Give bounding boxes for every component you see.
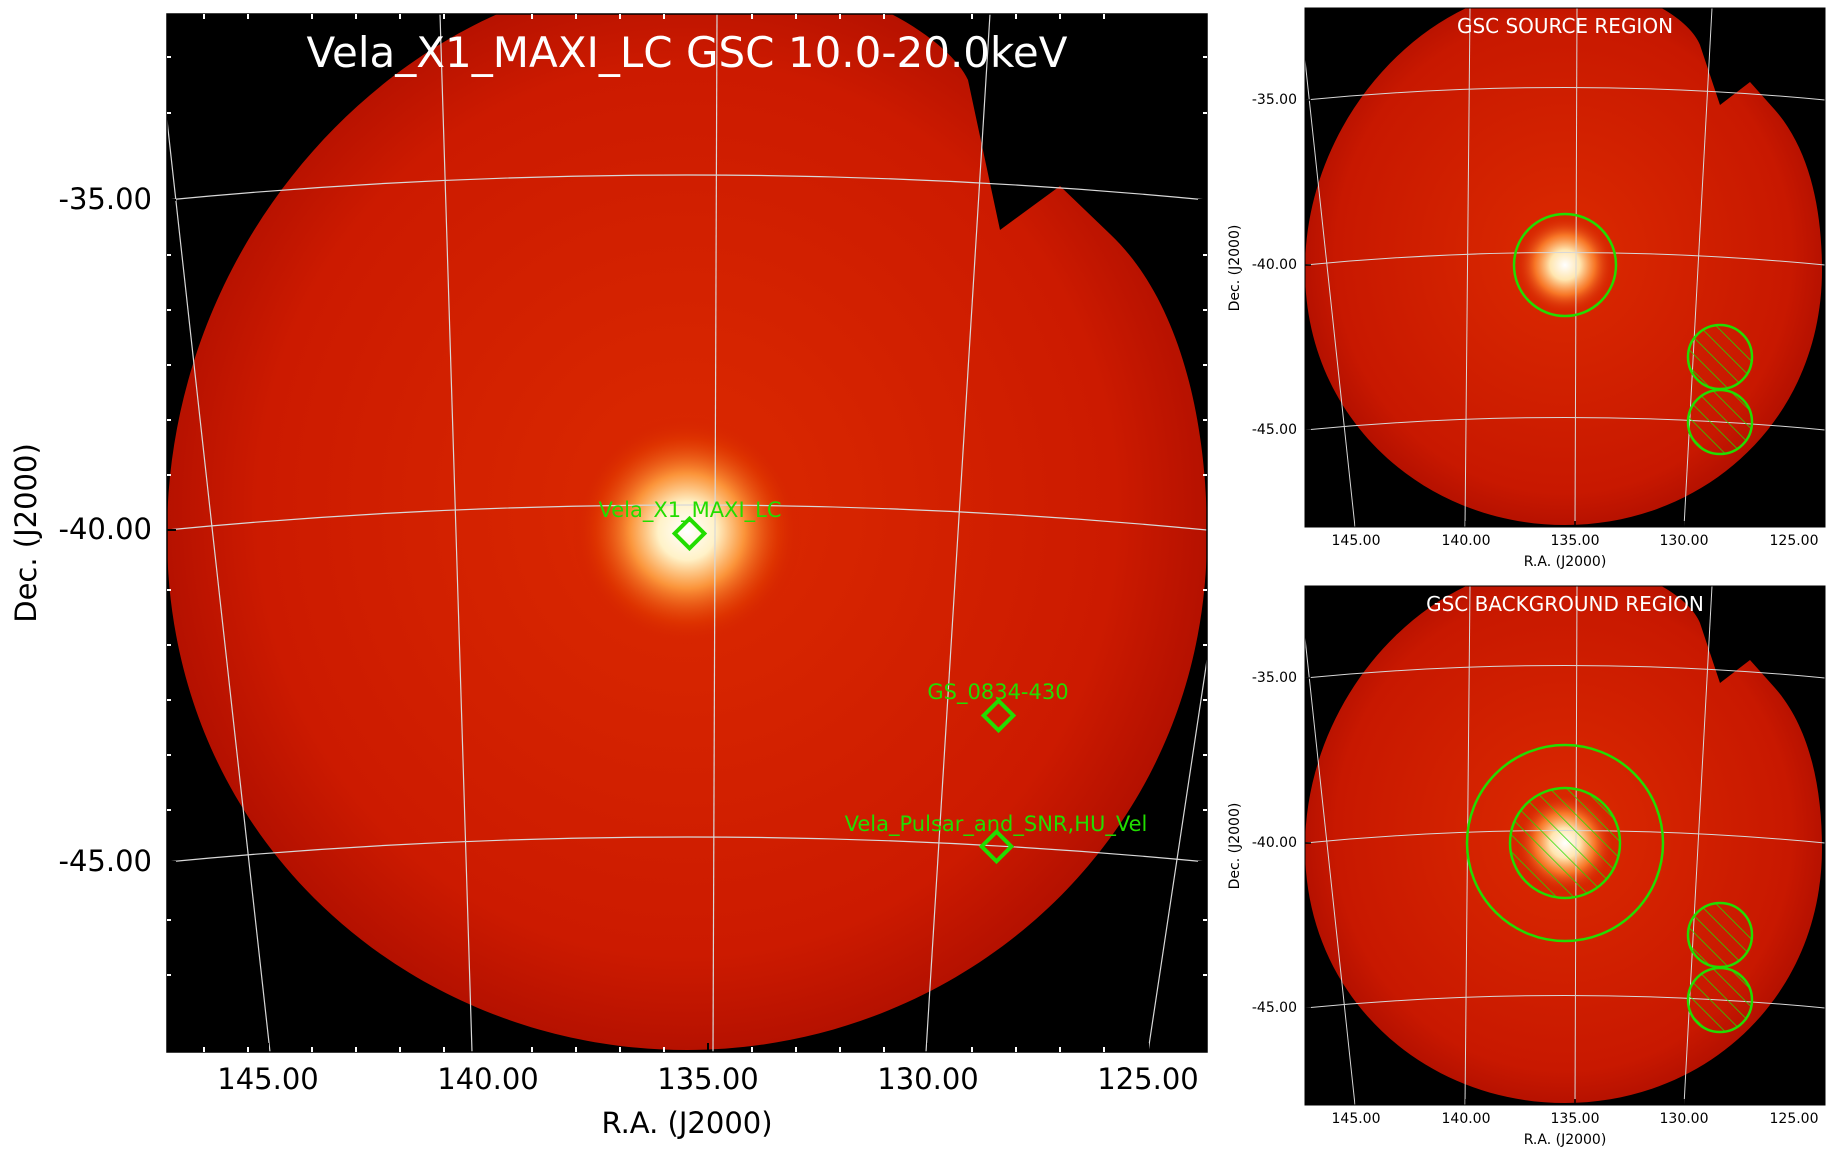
source-xtick-label: 145.00 (1332, 533, 1381, 549)
background-ticks (1305, 677, 1795, 1105)
background-xtick-label: 125.00 (1770, 1111, 1819, 1127)
source-ytick-label: -45.00 (1252, 422, 1297, 438)
source-extraction-circle[interactable] (1512, 212, 1618, 318)
diamond-marker-icon (980, 697, 1017, 734)
main-title: Vela_X1_MAXI_LC GSC 10.0-20.0keV (307, 28, 1068, 77)
background-ytick-label: -45.00 (1252, 1000, 1297, 1016)
diamond-marker-icon (671, 515, 708, 552)
background-xtick-label: 140.00 (1442, 1111, 1491, 1127)
main-major-ticks (167, 199, 1207, 1052)
background-xtick-label: 135.00 (1551, 1111, 1600, 1127)
excluded-region-circle[interactable] (1686, 388, 1754, 456)
main-ytick-label: -40.00 (59, 512, 153, 546)
main-panel: Vela_X1_MAXI_LC GSC 10.0-20.0keV -35.00 … (9, 13, 1208, 1140)
background-panel-title: GSC BACKGROUND REGION (1426, 592, 1704, 616)
background-xlabel: R.A. (J2000) (1524, 1132, 1607, 1148)
main-ylabel: Dec. (J2000) (9, 443, 43, 623)
source-marker-gs-0834[interactable]: GS_0834-430 (927, 680, 1069, 734)
source-xtick-label: 140.00 (1442, 533, 1491, 549)
background-grid (1305, 586, 1825, 1105)
main-source-glow (572, 416, 802, 646)
source-glow (1515, 215, 1615, 315)
background-ytick-label: -35.00 (1252, 670, 1297, 686)
source-label: Vela_Pulsar_and_SNR,HU_Vel (845, 812, 1148, 837)
main-frame (166, 13, 1208, 1053)
main-ytick-label: -35.00 (59, 182, 153, 216)
background-ylabel: Dec. (J2000) (1227, 803, 1243, 890)
excluded-region-circle[interactable] (1686, 966, 1754, 1034)
excluded-region-circle[interactable] (1686, 901, 1754, 969)
main-xtick-label: 130.00 (877, 1062, 978, 1096)
source-ticks (1305, 99, 1795, 527)
source-panel-title: GSC SOURCE REGION (1457, 14, 1673, 38)
diamond-marker-icon (978, 828, 1015, 865)
source-grid (1305, 8, 1825, 527)
background-region-panel: GSC BACKGROUND REGION -35.00 -40.00 -45.… (1220, 578, 1832, 1156)
main-xtick-label: 145.00 (217, 1062, 318, 1096)
source-label: Vela_X1_MAXI_LC (598, 498, 781, 523)
source-region-svg: GSC SOURCE REGION -35.00 -40.00 -45.00 1… (1227, 7, 1826, 570)
source-xtick-label: 130.00 (1660, 533, 1709, 549)
source-region-panel: GSC SOURCE REGION -35.00 -40.00 -45.00 1… (1220, 0, 1832, 578)
source-xtick-label: 125.00 (1770, 533, 1819, 549)
source-marker-vela-x1[interactable]: Vela_X1_MAXI_LC (598, 498, 782, 552)
main-xtick-label: 125.00 (1097, 1062, 1198, 1096)
main-ytick-label: -45.00 (59, 844, 153, 878)
background-xtick-label: 130.00 (1660, 1111, 1709, 1127)
source-frame (1304, 7, 1826, 528)
source-ytick-label: -40.00 (1252, 257, 1297, 273)
source-marker-vela-pulsar[interactable]: Vela_Pulsar_and_SNR,HU_Vel (845, 812, 1148, 865)
background-frame (1304, 585, 1826, 1106)
main-xtick-label: 140.00 (437, 1062, 538, 1096)
source-ytick-label: -35.00 (1252, 92, 1297, 108)
background-annulus-outer[interactable] (1465, 743, 1665, 943)
main-xtick-label: 135.00 (657, 1062, 758, 1096)
source-xlabel: R.A. (J2000) (1524, 554, 1607, 570)
background-annulus-inner-excluded[interactable] (1508, 786, 1622, 900)
main-panel-svg: Vela_X1_MAXI_LC GSC 10.0-20.0keV -35.00 … (9, 13, 1208, 1140)
main-minor-ticks (167, 14, 1207, 1052)
background-xtick-label: 145.00 (1332, 1111, 1381, 1127)
background-region-svg: GSC BACKGROUND REGION -35.00 -40.00 -45.… (1227, 585, 1826, 1148)
source-ylabel: Dec. (J2000) (1227, 225, 1243, 312)
excluded-region-circle[interactable] (1686, 323, 1754, 391)
main-grid (167, 14, 1207, 1052)
main-xlabel: R.A. (J2000) (601, 1106, 772, 1140)
background-ytick-label: -40.00 (1252, 835, 1297, 851)
source-xtick-label: 135.00 (1551, 533, 1600, 549)
source-label: GS_0834-430 (927, 680, 1068, 705)
